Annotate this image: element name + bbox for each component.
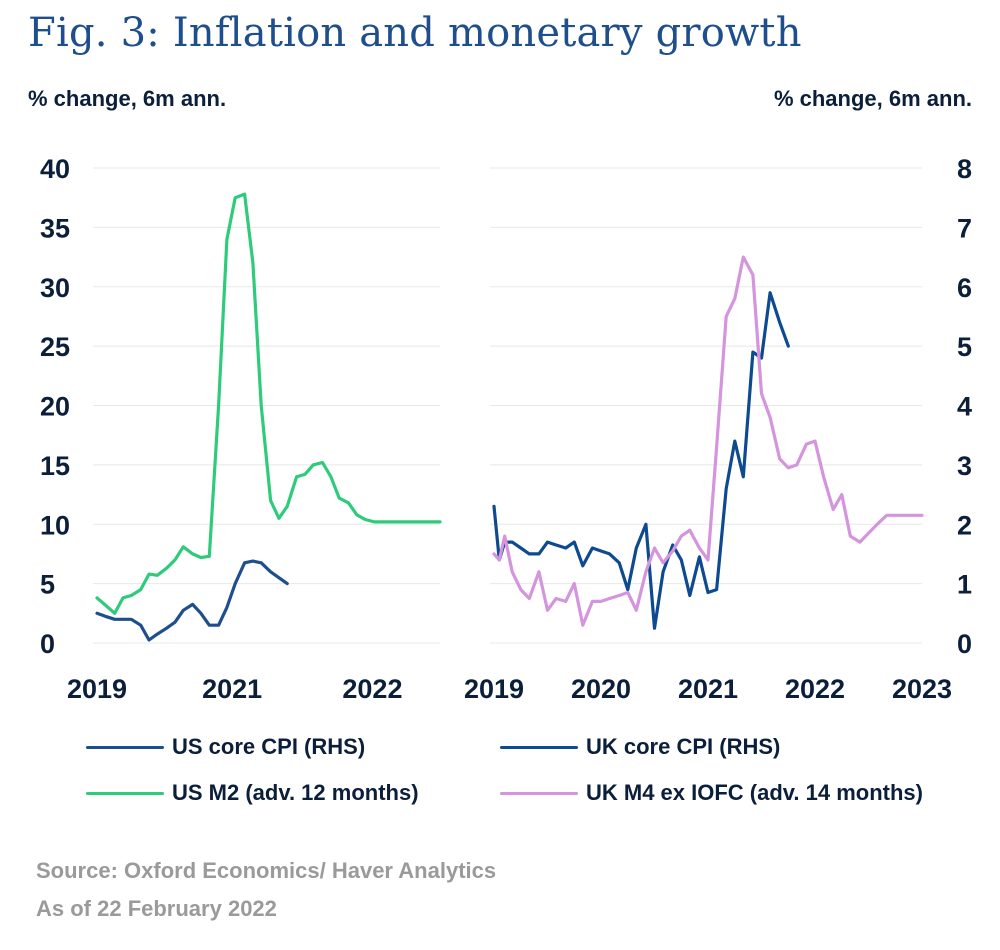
series-line-uk-core-cpi-rhs [492, 291, 790, 630]
legend-item-us-m2: US M2 (adv. 12 months) [86, 780, 419, 806]
x-tick-label: 2019 [67, 674, 127, 704]
y-tick-label: 5 [40, 570, 55, 600]
legend-item-uk-core-cpi: UK core CPI (RHS) [500, 734, 780, 760]
legend-label-uk-core-cpi: UK core CPI (RHS) [586, 734, 781, 759]
y-tick-label: 4 [957, 392, 972, 422]
y-tick-label: 35 [40, 213, 70, 243]
y-tick-label: 0 [40, 629, 55, 659]
x-tick-label: 2022 [785, 674, 845, 704]
legend-swatch-uk-m4 [500, 791, 578, 795]
y-tick-label: 3 [957, 451, 972, 481]
y-tick-label: 2 [957, 510, 972, 540]
series-line-us-core-cpi-rhs [95, 559, 289, 642]
y-tick-label: 20 [40, 392, 70, 422]
right-axis-unit-label: % change, 6m ann. [773, 86, 972, 111]
series-line-uk-m4-ex-iofc-adv-14-months [492, 255, 924, 627]
y-tick-label: 7 [957, 213, 972, 243]
legend-label-us-core-cpi: US core CPI (RHS) [172, 734, 366, 759]
x-tick-label: 2021 [202, 674, 262, 704]
series-layer [95, 192, 924, 642]
legend-item-uk-m4: UK M4 ex IOFC (adv. 14 months) [500, 780, 923, 806]
y-tick-label: 8 [957, 154, 972, 184]
y-tick-label: 6 [957, 273, 972, 303]
y-tick-label: 30 [40, 273, 70, 303]
x-tick-label: 2022 [342, 674, 402, 704]
as-of-note: As of 22 February 2022 [36, 896, 277, 921]
tick-layer: 0 5 10 15 20 25 30 35 40 2019 2021 2022 0 1 2 3 4 5 6 7 8 201… [40, 154, 972, 704]
y-tick-label: 25 [40, 332, 70, 362]
chart-title: Fig. 3: Inflation and monetary growth [28, 10, 802, 56]
legend-label-uk-m4: UK M4 ex IOFC (adv. 14 months) [586, 780, 923, 805]
legend-item-us-core-cpi: US core CPI (RHS) [86, 734, 365, 760]
legend-swatch-uk-core-cpi [500, 745, 578, 749]
y-tick-label: 0 [957, 629, 972, 659]
x-tick-label: 2020 [571, 674, 631, 704]
legend-swatch-us-core-cpi [86, 745, 164, 749]
x-tick-label: 2021 [678, 674, 738, 704]
y-tick-label: 1 [957, 570, 972, 600]
legend-swatch-us-m2 [86, 791, 164, 795]
x-tick-label: 2019 [464, 674, 524, 704]
y-tick-label: 5 [957, 332, 972, 362]
y-tick-label: 10 [40, 510, 70, 540]
x-tick-label: 2023 [892, 674, 952, 704]
left-axis-unit-label: % change, 6m ann. [28, 86, 227, 111]
source-note: Source: Oxford Economics/ Haver Analytic… [36, 858, 497, 883]
y-tick-label: 40 [40, 154, 70, 184]
series-line-us-m2-adv-12-months [95, 192, 442, 615]
y-tick-label: 15 [40, 451, 70, 481]
legend-label-us-m2: US M2 (adv. 12 months) [172, 780, 419, 805]
